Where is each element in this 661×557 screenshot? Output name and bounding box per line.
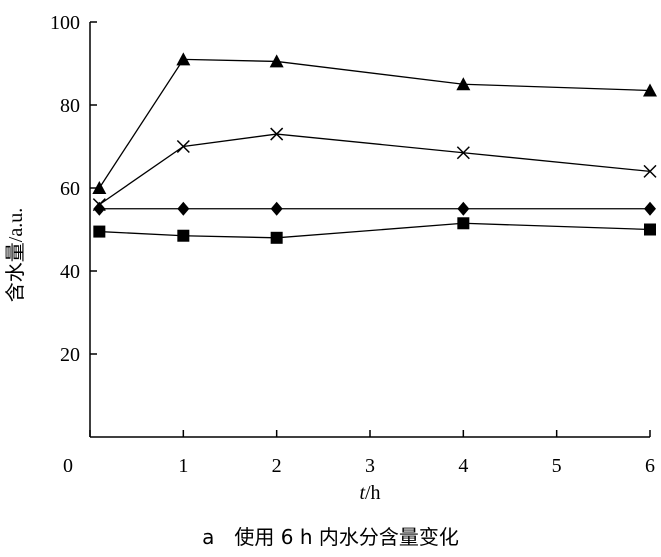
data-point-square	[93, 225, 106, 238]
data-point-square	[177, 229, 190, 242]
data-point-triangle	[92, 181, 107, 194]
y-tick-label: 60	[60, 178, 80, 200]
y-axis-title: 含水量/a.u.	[4, 208, 27, 302]
x-axis-title: t/h	[359, 482, 380, 504]
axes	[89, 21, 651, 438]
data-point-cross	[643, 164, 657, 178]
data-point-diamond	[93, 201, 106, 216]
x-tick-label: 6	[645, 455, 655, 477]
data-point-cross	[456, 146, 470, 160]
data-point-square	[644, 223, 656, 236]
x-tick-label: 5	[552, 455, 562, 477]
x-tick-label: 1	[178, 455, 188, 477]
y-tick-label: 40	[60, 261, 80, 283]
tick-labels: 20 40 60 80 100 0 1 2 3 4 5 6	[50, 12, 655, 477]
x-axis-title-unit: /h	[365, 482, 381, 504]
data-point-triangle	[269, 54, 284, 68]
x-tick-label: 0	[63, 455, 73, 477]
y-tick-label: 100	[50, 12, 80, 34]
figure-caption: a 使用 6 h 内水分含量变化	[202, 525, 459, 549]
y-tick-label: 20	[60, 344, 80, 366]
series-group	[92, 52, 657, 244]
data-point-diamond	[644, 201, 656, 216]
series-triangle-line	[98, 58, 651, 189]
y-tick-label: 80	[60, 95, 80, 117]
data-point-square	[457, 217, 470, 230]
data-point-diamond	[270, 201, 283, 216]
data-point-triangle	[643, 83, 657, 97]
data-point-triangle	[456, 77, 471, 91]
data-point-square	[270, 231, 283, 244]
data-point-cross	[176, 139, 190, 154]
data-point-diamond	[457, 201, 470, 216]
data-point-cross	[270, 127, 284, 141]
data-point-diamond	[177, 201, 190, 216]
x-tick-label: 2	[272, 455, 282, 477]
x-tick-label: 3	[365, 455, 375, 477]
x-tick-label: 4	[458, 455, 468, 477]
data-point-triangle	[176, 52, 191, 66]
x-axis-title-var: t	[359, 482, 365, 504]
